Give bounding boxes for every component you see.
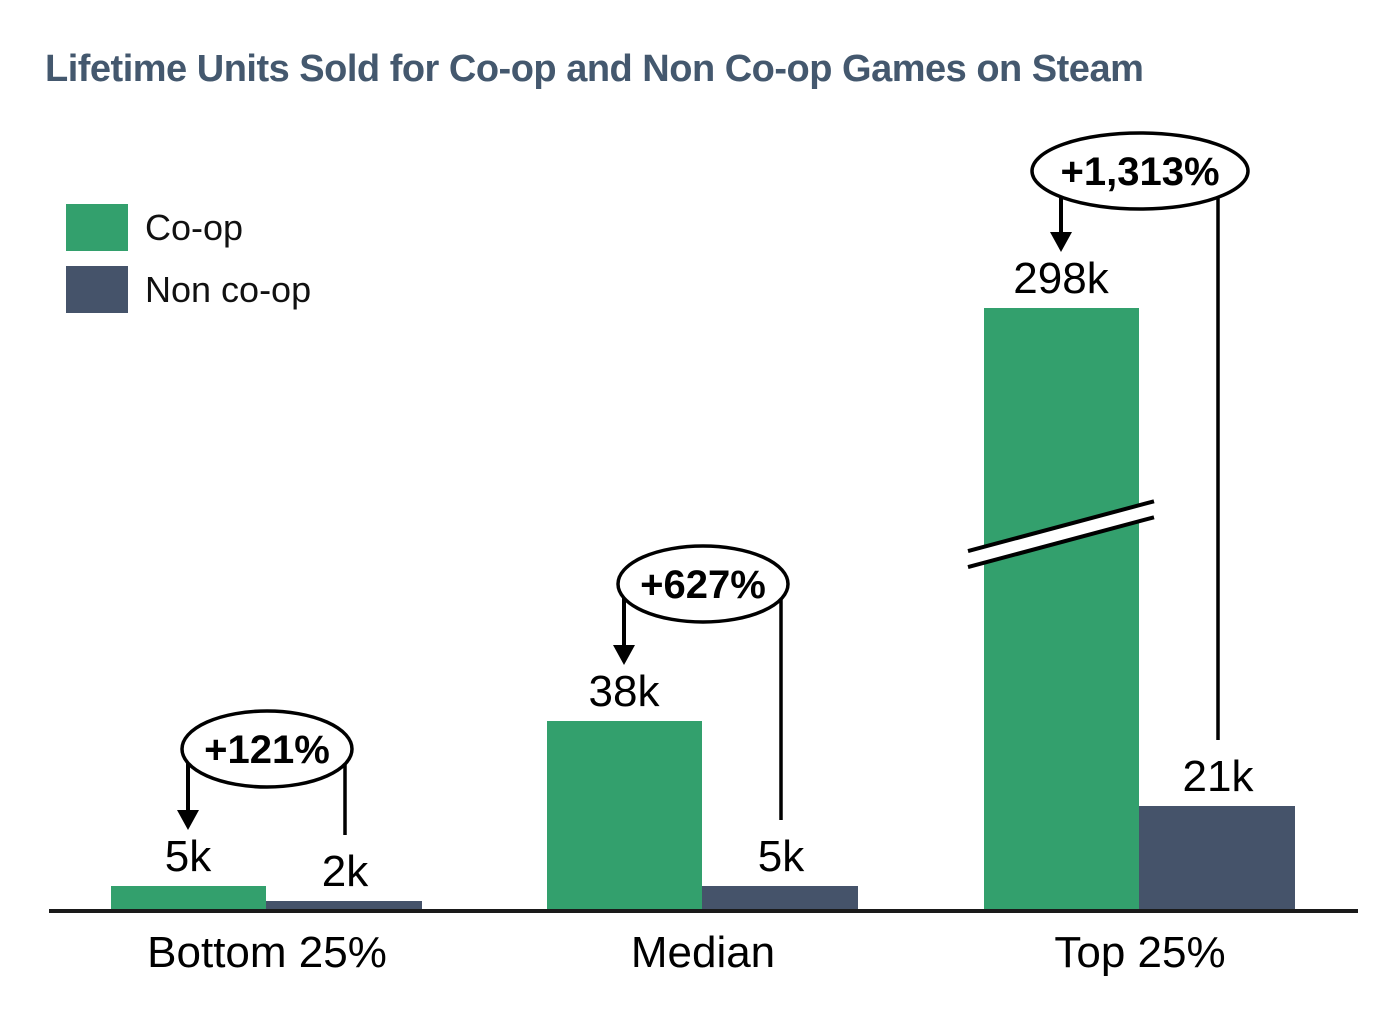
bar-noncoop-bottom-25 (266, 901, 422, 911)
value-label-coop-top-25: 298k (1013, 254, 1109, 303)
bar-noncoop-top-25 (1139, 806, 1295, 911)
category-label-median: Median (630, 928, 776, 977)
value-label-coop-bottom-25: 5k (164, 832, 212, 881)
value-label-noncoop-median: 5k (757, 832, 805, 881)
pct-ellipse-bottom-25 (180, 709, 354, 789)
legend-item-coop: Co-op (66, 204, 311, 251)
x-axis-line (49, 909, 1358, 913)
legend-item-noncoop: Non co-op (66, 266, 311, 313)
pct-text-median: +627% (640, 563, 766, 607)
bar-coop-bottom-25 (111, 886, 266, 911)
chart-title: Lifetime Units Sold for Co-op and Non Co… (45, 48, 1144, 90)
pct-text-top-25: +1,313% (1060, 150, 1219, 194)
category-label-bottom-25: Bottom 25% (147, 928, 387, 977)
pct-ellipse-top-25 (1030, 131, 1250, 211)
bar-coop-top-25 (984, 308, 1139, 911)
bar-coop-median (547, 721, 702, 911)
noncoop-legend-label: Non co-op (145, 269, 312, 310)
value-label-noncoop-top-25: 21k (1182, 752, 1254, 801)
value-label-coop-median: 38k (588, 667, 660, 716)
bar-noncoop-median (702, 886, 858, 911)
coop-color-swatch (66, 204, 128, 251)
value-label-noncoop-bottom-25: 2k (321, 847, 369, 896)
pct-arrowhead-top-25 (1050, 232, 1072, 252)
pct-arrowhead-bottom-25 (177, 810, 199, 830)
legend: Co-op Non co-op (66, 204, 311, 313)
noncoop-color-swatch (66, 266, 128, 313)
pct-arrowhead-median (613, 645, 635, 665)
coop-legend-label: Co-op (145, 207, 244, 248)
pct-text-bottom-25: +121% (204, 728, 330, 772)
category-label-top-25: Top 25% (1054, 928, 1226, 977)
pct-ellipse-median (616, 544, 790, 624)
